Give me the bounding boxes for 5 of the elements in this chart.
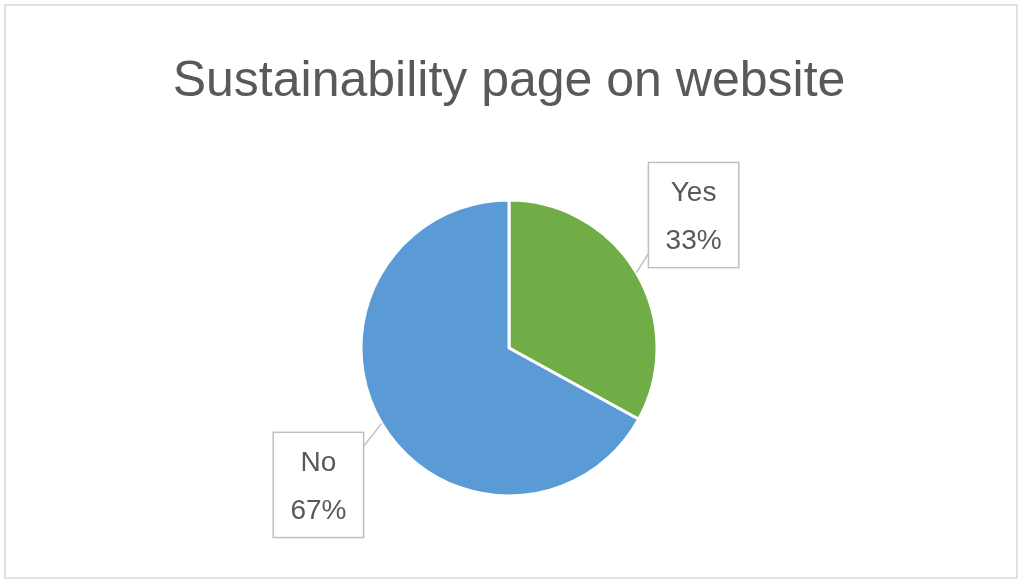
- slice-label: No: [300, 445, 337, 477]
- chart-title: Sustainability page on website: [172, 51, 846, 107]
- data-label: 67%: [290, 493, 347, 525]
- data-label: 33%: [665, 223, 722, 255]
- slice-label: Yes: [670, 176, 717, 208]
